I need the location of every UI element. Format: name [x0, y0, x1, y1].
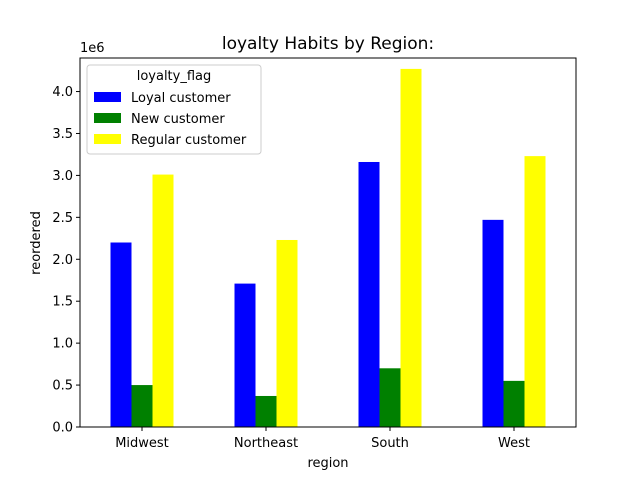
legend-label: Regular customer: [131, 133, 247, 148]
legend-swatch: [94, 134, 121, 144]
bar-new-customer-west: [503, 380, 525, 427]
bar-regular-customer-northeast: [276, 239, 298, 427]
y-axis-label: reordered: [29, 211, 44, 275]
bar-loyal-customer-northeast: [234, 283, 256, 427]
x-tick-label: South: [371, 436, 409, 451]
y-tick-label: 3.5: [52, 127, 73, 142]
x-tick-label: Northeast: [234, 436, 298, 451]
y-tick-label: 2.0: [52, 253, 73, 268]
y-tick-label: 0.0: [52, 421, 73, 436]
y-tick-label: 3.0: [52, 169, 73, 184]
bar-regular-customer-midwest: [152, 174, 174, 427]
x-tick-label: West: [498, 436, 530, 451]
legend-label: New customer: [131, 112, 225, 127]
bar-loyal-customer-south: [358, 161, 380, 427]
x-axis-label: region: [307, 456, 348, 471]
bar-loyal-customer-midwest: [110, 242, 132, 427]
legend-swatch: [94, 113, 121, 123]
y-tick-label: 1.5: [52, 295, 73, 310]
bar-new-customer-northeast: [255, 395, 277, 427]
plot-frame: [79, 57, 577, 428]
legend: loyalty_flag Loyal customer New customer R…: [86, 64, 262, 155]
legend-label: Loyal customer: [131, 91, 231, 106]
legend-title: loyalty_flag: [137, 69, 212, 84]
bar-regular-customer-west: [524, 156, 546, 427]
y-axis-offset-label: 1e6: [80, 41, 105, 56]
bar-new-customer-midwest: [131, 385, 153, 427]
bar-loyal-customer-west: [482, 219, 504, 427]
x-tick-label: Midwest: [115, 436, 169, 451]
y-tick-label: 2.5: [52, 211, 73, 226]
legend-items: Loyal customer New customer Regular custom…: [94, 91, 247, 148]
chart-title: loyalty Habits by Region:: [222, 34, 434, 54]
legend-swatch: [94, 92, 121, 102]
bar-new-customer-south: [379, 368, 401, 427]
y-tick-label: 1.0: [52, 337, 73, 352]
bars: [110, 68, 546, 427]
bar-regular-customer-south: [400, 68, 422, 427]
y-tick-label: 0.5: [52, 379, 73, 394]
y-tick-label: 4.0: [52, 85, 73, 100]
y-axis-ticks: 0.0 0.5 1.0 1.5 2.0 2.5 3.0 3.5 4.0: [52, 85, 80, 436]
legend-frame: [86, 64, 262, 155]
x-axis-ticks: Midwest Northeast South West: [115, 427, 530, 451]
